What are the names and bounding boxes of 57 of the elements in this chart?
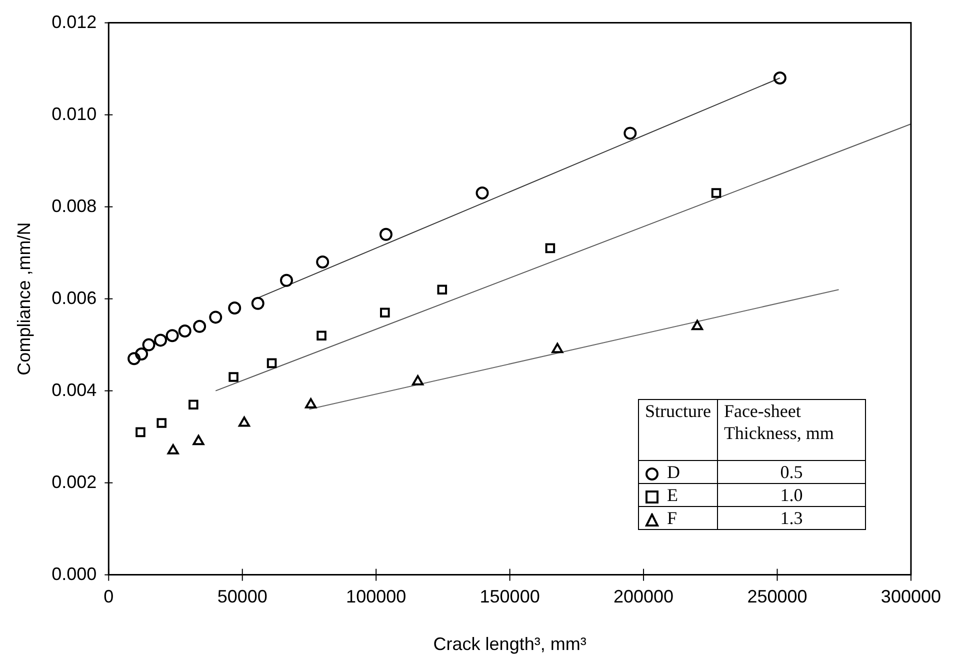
point — [412, 375, 424, 386]
point — [156, 418, 166, 428]
point — [280, 274, 293, 287]
legend-title: Structure — [638, 399, 718, 460]
y-axis-title: Compliance ,mm/N — [14, 222, 34, 376]
y-tick-label: 0.006 — [52, 288, 97, 308]
y-tick-label: 0.002 — [52, 472, 97, 492]
point — [437, 284, 448, 294]
point — [178, 324, 192, 338]
legend-label: D — [638, 460, 718, 484]
point — [135, 348, 148, 360]
point — [166, 329, 179, 342]
point — [773, 72, 786, 84]
y-tick-label: 0.008 — [52, 196, 97, 216]
point — [228, 372, 238, 382]
annotation: 1.0 — [717, 483, 866, 506]
point — [209, 310, 222, 324]
y-tick-label: 0.010 — [52, 104, 97, 124]
x-tick-label: 200000 — [613, 586, 674, 607]
point — [188, 400, 198, 410]
point — [238, 416, 250, 427]
point — [624, 126, 637, 140]
point — [305, 398, 317, 408]
x-tick-label: 150000 — [480, 586, 540, 607]
point — [379, 228, 392, 241]
point — [228, 302, 242, 314]
x-tick-label: 250000 — [747, 586, 808, 607]
x-tick-label: 300000 — [880, 586, 942, 607]
x-tick-label: 0 — [104, 586, 114, 607]
point — [711, 188, 722, 198]
point — [167, 444, 179, 454]
point — [545, 243, 556, 254]
y-tick-label: 0.000 — [52, 564, 97, 584]
point — [316, 256, 330, 268]
point — [193, 320, 206, 333]
x-tick-label: 50000 — [217, 586, 268, 607]
point — [476, 186, 489, 200]
point — [142, 338, 156, 352]
y-tick-label: 0.004 — [52, 380, 97, 400]
point — [266, 358, 277, 368]
point — [128, 352, 141, 366]
point — [380, 308, 390, 318]
point — [692, 320, 704, 330]
point — [192, 434, 204, 446]
x-axis-title: Crack length³, mm³ — [433, 634, 586, 654]
point — [316, 330, 326, 340]
annotation: 1.3 — [717, 506, 866, 530]
legend-label: E — [638, 483, 718, 506]
annotation: Face-sheet Thickness, mm — [717, 399, 866, 460]
x-tick-label: 100000 — [346, 586, 406, 607]
point — [136, 427, 146, 438]
point — [251, 296, 264, 310]
annotation: 0.5 — [717, 460, 866, 484]
point — [552, 342, 564, 354]
legend-label: F — [638, 506, 718, 530]
y-tick-label: 0.012 — [52, 12, 97, 32]
point — [154, 334, 168, 347]
